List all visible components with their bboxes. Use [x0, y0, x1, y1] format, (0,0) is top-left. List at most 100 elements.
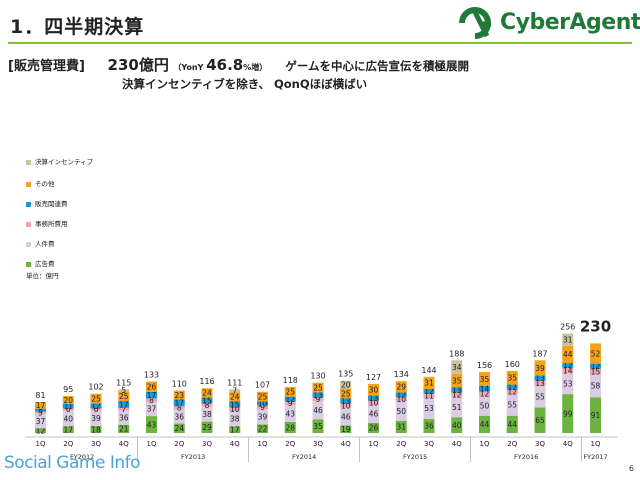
segment-value-label: 91 — [591, 411, 601, 420]
bar-segment — [479, 372, 490, 386]
segment-value-label: 34 — [452, 363, 462, 372]
segment-value-label: 10 — [341, 401, 351, 410]
segment-value-label: 12 — [36, 426, 46, 435]
bar-segment — [423, 388, 435, 394]
segment-value-label: 99 — [563, 409, 573, 418]
bar-segment — [35, 428, 46, 433]
subtitle-line-1: [販売管理費] 230億円 （YonY 46.8%増） ゲームを中心に広告宣伝を… — [8, 54, 469, 75]
segment-value-label: 44 — [480, 420, 490, 429]
subtitle-note-1: ゲームを中心に広告宣伝を積極展開 — [285, 59, 469, 73]
segment-value-label: 13 — [369, 394, 379, 403]
bar-segment — [395, 420, 407, 433]
bar-segment — [173, 409, 185, 424]
legend-label: 人件費 — [35, 240, 55, 248]
subtitle-note-2: 決算インセンティブを除き、 QonQほぼ横ばい — [122, 77, 368, 91]
bar-segment — [340, 425, 352, 433]
x-tick-label: 4Q — [563, 440, 573, 448]
bar-segment — [340, 398, 352, 404]
total-value-label: 127 — [366, 373, 381, 382]
total-value-label: 144 — [421, 366, 436, 375]
segment-value-label: 52 — [591, 349, 601, 358]
bar-segment — [201, 403, 213, 407]
legend-item: 広告費 — [26, 260, 55, 268]
fiscal-year-label: FY2014 — [292, 453, 316, 461]
bar-segment — [562, 367, 574, 374]
bar-segment — [590, 343, 601, 364]
logo-text: CyberAgent. — [500, 10, 640, 35]
x-tick-label: 2Q — [396, 440, 406, 448]
bar-segment — [90, 410, 102, 426]
segment-value-label: 10 — [396, 395, 406, 404]
bar-segment — [62, 426, 74, 433]
segment-value-label: 12 — [563, 361, 573, 370]
x-tick-label: 1Q — [258, 440, 268, 448]
x-tick-label: 3Q — [313, 440, 323, 448]
bar-segment — [229, 389, 241, 393]
bar-segment — [229, 407, 241, 412]
total-value-label: 130 — [310, 372, 325, 381]
legend-label: 事務所費用 — [35, 220, 68, 228]
bar-segment — [395, 392, 407, 398]
bar-segment — [118, 407, 130, 411]
subtitle-bracket: [販売管理費] — [8, 59, 85, 74]
bar-segment — [534, 385, 546, 408]
bar-segment — [229, 426, 241, 433]
bar-segment — [284, 421, 296, 433]
segment-value-label: 40 — [452, 421, 462, 430]
bar-segment — [395, 401, 407, 421]
bar-segment — [479, 391, 490, 397]
segment-value-label: 12 — [507, 388, 517, 397]
bar-segment — [423, 376, 435, 389]
bar-segment — [506, 415, 518, 433]
segment-value-label: 13 — [535, 379, 545, 388]
unit-label: 単位：億円 — [26, 272, 59, 280]
total-value-label: 116 — [199, 377, 214, 386]
segment-value-label: 21 — [119, 425, 129, 434]
segment-value-label: 50 — [396, 407, 406, 416]
legend-label: 決算インセンティブ — [35, 158, 94, 166]
fiscal-year-label: FY2015 — [403, 453, 427, 461]
bar-segment — [368, 404, 379, 423]
bar-segment — [340, 407, 352, 426]
bar-segment — [451, 373, 463, 388]
segment-value-label: 22 — [258, 424, 268, 433]
bar-segment — [201, 397, 213, 404]
segment-value-label: 50 — [480, 402, 490, 411]
bar-segment — [451, 360, 463, 374]
bar-segment — [201, 388, 213, 398]
legend-swatch — [26, 181, 31, 187]
segment-value-label: 5 — [38, 409, 43, 418]
total-value-label: 102 — [88, 383, 103, 392]
bar-segment — [146, 381, 157, 392]
segment-value-label: 17 — [119, 400, 129, 409]
bar-segment — [479, 385, 490, 392]
segment-value-label: 19 — [341, 425, 351, 434]
bar-segment — [534, 360, 546, 376]
segment-value-label: 25 — [258, 392, 268, 401]
bar-segment — [62, 408, 74, 411]
bar-segment — [229, 411, 241, 427]
bar-segment — [451, 397, 463, 418]
segment-value-label: 7 — [232, 387, 237, 396]
segment-value-label: 17 — [230, 425, 240, 434]
bar-segment — [590, 363, 601, 369]
bar-segment — [173, 423, 185, 433]
x-tick-label: 2Q — [63, 440, 73, 448]
legend-item: 人件費 — [26, 240, 55, 248]
bar-segment — [284, 396, 296, 402]
bar-segment — [340, 403, 352, 408]
segment-value-label: 17 — [36, 401, 46, 410]
x-tick-label: 1Q — [36, 440, 46, 448]
legend-item: その他 — [26, 180, 55, 188]
bar-segment — [562, 345, 574, 364]
bar-segment — [368, 422, 379, 433]
segment-value-label: 46 — [341, 412, 351, 421]
total-value-label: 187 — [532, 349, 547, 358]
segment-value-label: 39 — [535, 364, 545, 373]
total-value-label: 133 — [144, 371, 159, 380]
total-value-label: 230 — [580, 317, 611, 335]
segment-value-label: 20 — [63, 396, 73, 405]
total-value-label: 134 — [394, 370, 409, 379]
segment-value-label: 53 — [424, 404, 434, 413]
watermark-text: Social Game Info — [4, 453, 141, 473]
